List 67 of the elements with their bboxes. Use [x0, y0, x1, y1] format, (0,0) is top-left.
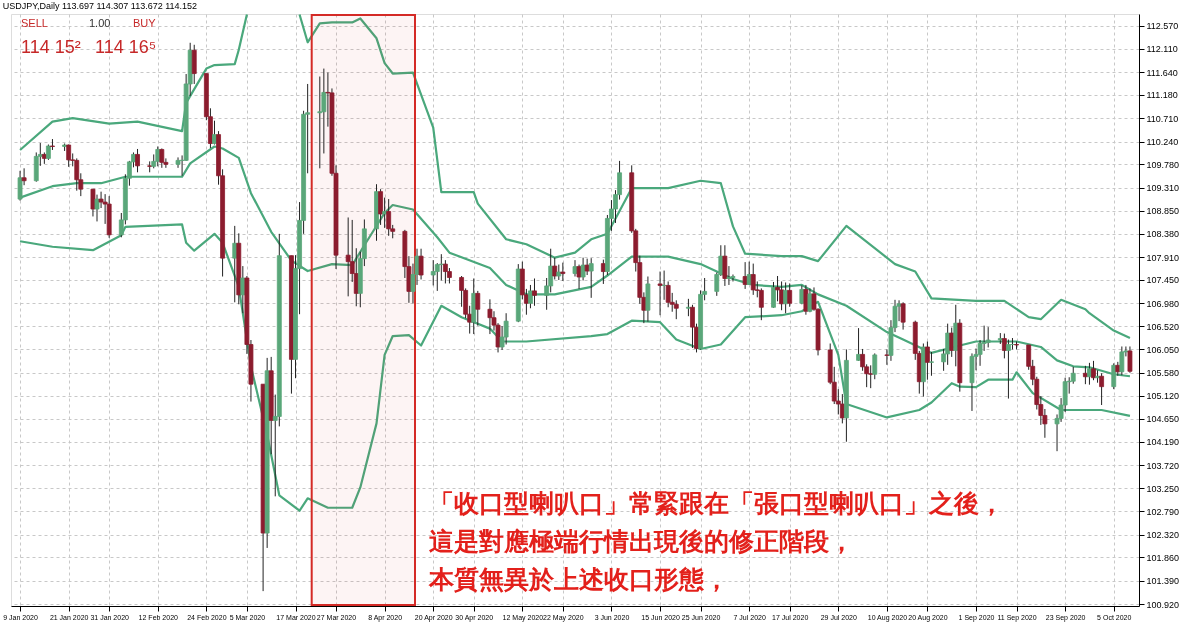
candlestick	[475, 290, 481, 327]
candlestick	[985, 326, 991, 348]
candlestick	[532, 277, 537, 307]
y-tick-label: 100.920	[1146, 599, 1180, 610]
y-tick-label: 102.790	[1146, 506, 1180, 517]
y-tick-label: 109.310	[1146, 183, 1180, 194]
candlestick	[17, 170, 23, 202]
annotation: 114 16⁵	[95, 37, 157, 57]
candlestick	[1127, 345, 1133, 374]
candlestick	[378, 188, 383, 226]
candlestick	[74, 157, 80, 192]
candlestick	[576, 264, 582, 290]
candlestick	[868, 364, 874, 389]
candlestick	[722, 244, 728, 287]
y-tick-label: 101.860	[1146, 552, 1180, 563]
candlestick	[159, 147, 165, 169]
annotation: 這是對應極端行情出現後的修正階段，	[429, 527, 854, 555]
y-tick-label: 107.910	[1146, 252, 1180, 263]
candlestick	[657, 271, 663, 316]
candlestick	[1091, 360, 1096, 381]
candlestick	[90, 188, 96, 217]
y-tick-label: 111.180	[1146, 90, 1178, 101]
candlestick	[135, 148, 140, 173]
candlestick	[839, 393, 845, 424]
y-tick-label: 106.520	[1146, 321, 1180, 332]
candlestick	[787, 282, 793, 308]
y-tick-label: 103.720	[1146, 460, 1180, 471]
y-tick-label: 106.050	[1146, 344, 1180, 355]
candlestick	[929, 351, 934, 377]
y-tick-label: 101.390	[1146, 576, 1180, 587]
candlestick	[94, 194, 100, 222]
candlestick	[21, 167, 27, 186]
annotation: SELL	[21, 17, 48, 29]
y-tick-label: 111.640	[1146, 67, 1178, 78]
candlestick	[726, 265, 732, 286]
y-tick-label: 108.850	[1146, 206, 1180, 217]
y-tick-label: 106.980	[1146, 298, 1180, 309]
candlestick	[345, 216, 351, 297]
y-tick-label: 112.570	[1146, 21, 1179, 32]
chart-title: USDJPY,Daily 113.697 114.307 113.672 114.152	[2, 1, 198, 12]
y-tick-label: 104.190	[1146, 437, 1180, 448]
y-tick-label: 110.710	[1146, 113, 1179, 124]
annotation: 114 15²	[21, 37, 81, 57]
y-tick-label: 103.250	[1146, 483, 1180, 494]
annotation: 「收口型喇叭口」常緊跟在「張口型喇叭口」之後，	[429, 489, 1004, 517]
y-tick-label: 107.450	[1146, 275, 1180, 286]
candlestick	[487, 298, 493, 335]
annotation: 1.00	[89, 17, 111, 29]
y-tick-label: 112.110	[1146, 44, 1178, 55]
y-tick-label: 110.240	[1146, 137, 1179, 148]
annotation: BUY	[133, 17, 157, 29]
candlestick	[382, 197, 388, 229]
y-tick-label: 102.320	[1146, 530, 1180, 541]
candlestick	[240, 265, 246, 314]
annotation: 本質無異於上述收口形態，	[428, 565, 729, 593]
y-tick-label: 108.380	[1146, 229, 1180, 240]
candlestick	[191, 44, 197, 85]
candlestick	[884, 348, 890, 366]
candlestick	[1099, 372, 1104, 406]
candlestick	[742, 261, 748, 290]
candlestick	[1006, 339, 1011, 400]
candlestick	[925, 341, 930, 381]
y-tick-label: 104.650	[1146, 414, 1180, 425]
candlestick	[900, 301, 906, 331]
y-tick-label: 105.580	[1146, 368, 1180, 379]
y-tick-label: 109.780	[1146, 159, 1180, 170]
y-tick-label: 105.120	[1146, 391, 1180, 402]
